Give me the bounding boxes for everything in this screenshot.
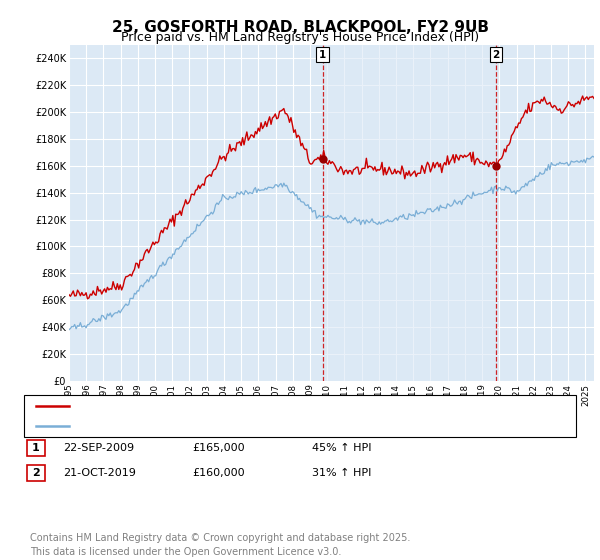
Text: 25, GOSFORTH ROAD, BLACKPOOL, FY2 9UB: 25, GOSFORTH ROAD, BLACKPOOL, FY2 9UB [112, 20, 488, 35]
Text: 2: 2 [492, 50, 500, 60]
Text: 31% ↑ HPI: 31% ↑ HPI [312, 468, 371, 478]
Text: £160,000: £160,000 [192, 468, 245, 478]
Text: Contains HM Land Registry data © Crown copyright and database right 2025.
This d: Contains HM Land Registry data © Crown c… [30, 533, 410, 557]
Text: 45% ↑ HPI: 45% ↑ HPI [312, 443, 371, 453]
Text: £165,000: £165,000 [192, 443, 245, 453]
Text: HPI: Average price, semi-detached house, Blackpool: HPI: Average price, semi-detached house,… [75, 421, 347, 431]
Text: 2: 2 [32, 468, 40, 478]
Text: 25, GOSFORTH ROAD, BLACKPOOL, FY2 9UB (semi-detached house): 25, GOSFORTH ROAD, BLACKPOOL, FY2 9UB (s… [75, 401, 429, 411]
Text: 22-SEP-2009: 22-SEP-2009 [63, 443, 134, 453]
Text: 21-OCT-2019: 21-OCT-2019 [63, 468, 136, 478]
Text: 1: 1 [319, 50, 326, 60]
Text: Price paid vs. HM Land Registry's House Price Index (HPI): Price paid vs. HM Land Registry's House … [121, 31, 479, 44]
Bar [323, 45, 496, 381]
Text: 1: 1 [32, 443, 40, 453]
